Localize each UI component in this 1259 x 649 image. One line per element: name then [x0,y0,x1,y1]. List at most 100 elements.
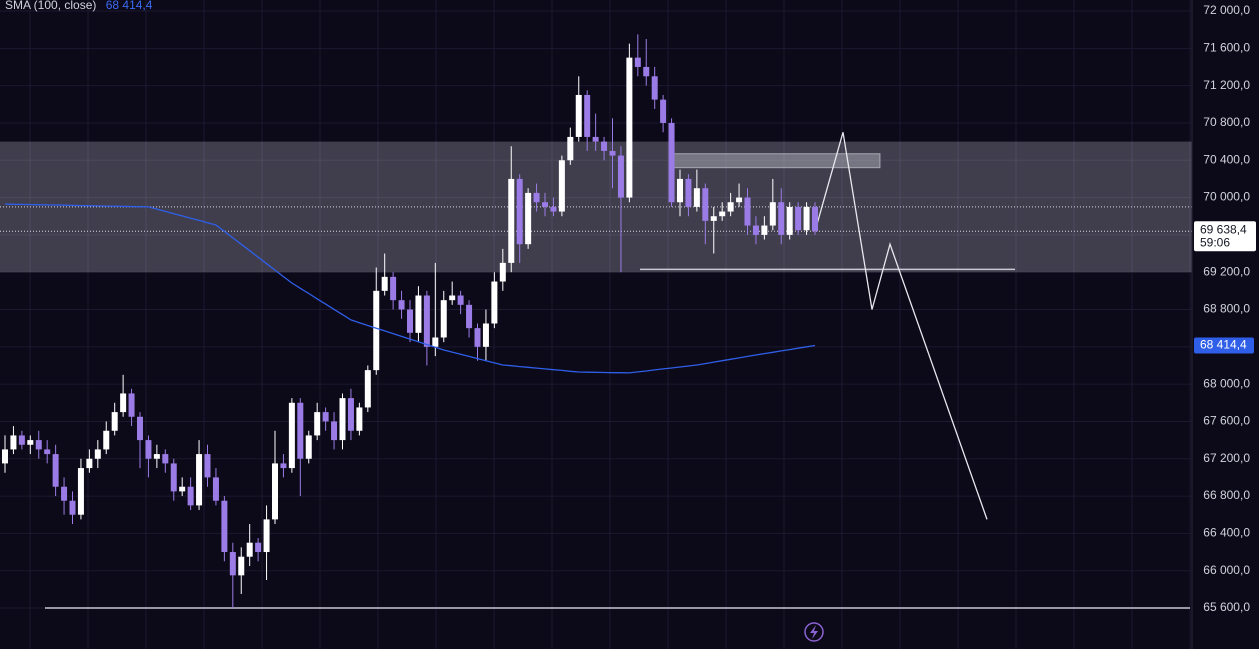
candle-body [111,412,118,431]
candle-body [229,552,236,576]
candle-body [550,206,557,212]
candle-body [719,211,726,217]
candle-body [170,463,177,492]
candle-body [120,393,127,413]
candle-body [432,337,439,347]
candle-body [677,178,683,203]
zones [0,141,1192,273]
candle-body [35,440,42,450]
candle-body [693,188,700,207]
candle-body [77,468,84,515]
candle-body [457,295,464,305]
candle-body [373,290,380,371]
candle-body [651,76,658,100]
candle-body [187,486,194,506]
y-tick-label: 69 200,0 [1203,264,1250,278]
y-tick-label: 67 600,0 [1203,414,1250,428]
candle-body [660,99,667,123]
candle-body [423,295,430,347]
candle-body [221,500,228,553]
y-tick-label: 68 800,0 [1203,302,1250,316]
candles [2,34,818,608]
candle-body [575,94,582,137]
replay-icon[interactable] [804,622,824,642]
candle-body [356,407,363,431]
candle-body [761,225,768,235]
y-tick-label: 66 800,0 [1203,488,1250,502]
y-tick-label: 71 600,0 [1203,40,1250,54]
candle-body [297,402,304,459]
candle-body [584,94,591,137]
icon-circle[interactable] [804,622,824,642]
candle-body [778,202,785,235]
candle-body [272,463,278,520]
candle-body [103,430,110,450]
candle-body [153,454,160,459]
y-tick-label: 66 400,0 [1203,526,1250,540]
candle-body [440,300,447,338]
candle-body [634,57,641,67]
candle-body [609,150,616,156]
candle-body [533,192,540,203]
candle-body [364,370,371,408]
price-tag-label: 69 638,4 [1200,222,1247,236]
candle-body [18,435,25,445]
candle-body [52,454,59,487]
candle-body [339,398,346,441]
sma-tag-label: 68 414,4 [1200,338,1247,352]
y-tick-label: 65 600,0 [1203,600,1250,614]
candle-body [626,57,633,198]
candle-body [61,486,68,501]
y-tick-label: 70 000,0 [1203,190,1250,204]
candle-body [558,160,565,212]
drawings [0,132,1192,609]
candle-body [710,216,717,221]
candle-body [812,206,818,232]
candle-body [145,440,152,459]
candle-body [263,519,270,553]
candle-body [246,542,253,557]
y-tick-label: 70 800,0 [1203,115,1250,129]
icon-bolt[interactable] [810,625,818,639]
y-tick-label: 70 400,0 [1203,152,1250,166]
candle-body [69,500,76,515]
candle-body [398,300,405,310]
candle-body [592,136,599,142]
candle-body [407,309,413,333]
candle-body [238,556,245,576]
candle-body [331,421,338,441]
candle-body [390,276,397,301]
candle-body [347,398,354,431]
price-axis: 72 000,0 71 600,0 71 200,0 70 800,0 70 400,0… [1194,3,1256,614]
candle-body [786,206,793,235]
candle-body [525,192,532,245]
candle-body [162,454,169,464]
candle-body [482,323,489,347]
grid [0,0,1192,649]
candle-body [280,463,287,469]
candle-body [179,486,186,492]
indicator-legend: SMA (100, close) 68 414,4 [5,0,153,12]
y-tick-label: 66 000,0 [1203,563,1250,577]
candle-body [516,178,523,245]
candle-body [212,477,219,501]
candle-body [685,178,692,207]
candle-body [727,202,734,212]
sma-line [4,203,816,374]
candle-body [736,197,743,203]
zone [0,141,1192,273]
candle-body [643,66,650,77]
projection-path [814,132,988,520]
candle-body [204,454,211,478]
sma-tag [1194,337,1254,354]
sma-value: 68 414,4 [106,0,153,12]
candle-body [744,197,751,226]
candle-body [137,416,143,441]
candle-body [255,542,262,553]
candle-body [86,458,93,469]
candle-body [499,262,506,282]
candle-body [668,122,675,203]
candle-body [474,328,481,347]
